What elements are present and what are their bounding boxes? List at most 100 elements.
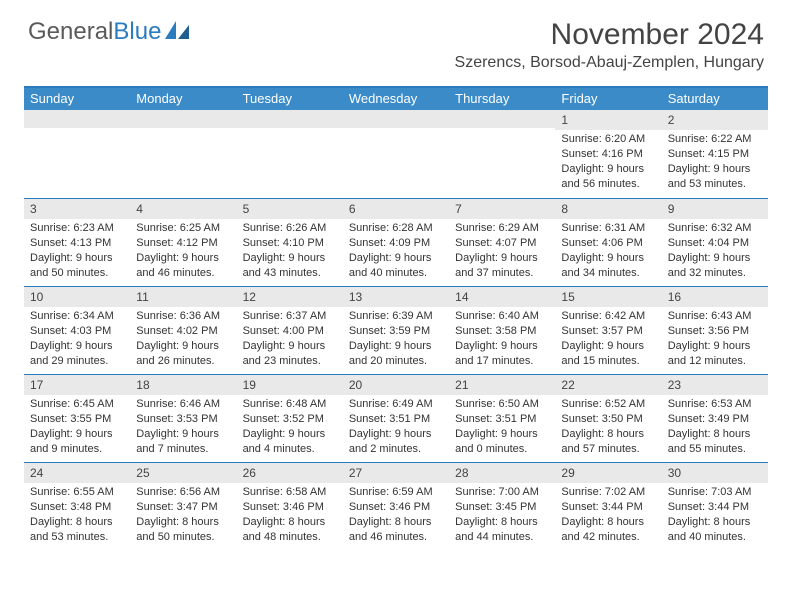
sunrise-line: Sunrise: 6:48 AM bbox=[243, 397, 337, 412]
sunrise-line: Sunrise: 7:00 AM bbox=[455, 485, 549, 500]
calendar-grid: 1Sunrise: 6:20 AMSunset: 4:16 PMDaylight… bbox=[24, 110, 768, 550]
daylight-line: Daylight: 8 hours and 40 minutes. bbox=[668, 515, 762, 545]
day-number: 16 bbox=[662, 287, 768, 307]
day-body: Sunrise: 6:40 AMSunset: 3:58 PMDaylight:… bbox=[449, 307, 555, 372]
day-body: Sunrise: 6:45 AMSunset: 3:55 PMDaylight:… bbox=[24, 395, 130, 460]
daylight-line: Daylight: 8 hours and 46 minutes. bbox=[349, 515, 443, 545]
day-number: 24 bbox=[24, 463, 130, 483]
day-number: 21 bbox=[449, 375, 555, 395]
sunset-line: Sunset: 3:59 PM bbox=[349, 324, 443, 339]
sunset-line: Sunset: 3:47 PM bbox=[136, 500, 230, 515]
location-line: Szerencs, Borsod-Abauj-Zemplen, Hungary bbox=[455, 54, 764, 72]
day-cell bbox=[343, 110, 449, 198]
daylight-line: Daylight: 9 hours and 20 minutes. bbox=[349, 339, 443, 369]
sunset-line: Sunset: 3:51 PM bbox=[455, 412, 549, 427]
day-cell: 20Sunrise: 6:49 AMSunset: 3:51 PMDayligh… bbox=[343, 374, 449, 462]
day-number-empty bbox=[343, 110, 449, 128]
sunset-line: Sunset: 3:53 PM bbox=[136, 412, 230, 427]
day-number: 1 bbox=[555, 110, 661, 130]
sunset-line: Sunset: 3:44 PM bbox=[668, 500, 762, 515]
sunset-line: Sunset: 3:49 PM bbox=[668, 412, 762, 427]
sunset-line: Sunset: 4:02 PM bbox=[136, 324, 230, 339]
day-number: 7 bbox=[449, 199, 555, 219]
day-body: Sunrise: 6:56 AMSunset: 3:47 PMDaylight:… bbox=[130, 483, 236, 548]
day-cell: 4Sunrise: 6:25 AMSunset: 4:12 PMDaylight… bbox=[130, 198, 236, 286]
day-body: Sunrise: 6:58 AMSunset: 3:46 PMDaylight:… bbox=[237, 483, 343, 548]
day-number: 20 bbox=[343, 375, 449, 395]
sunset-line: Sunset: 3:55 PM bbox=[30, 412, 124, 427]
day-body: Sunrise: 6:39 AMSunset: 3:59 PMDaylight:… bbox=[343, 307, 449, 372]
day-body: Sunrise: 6:32 AMSunset: 4:04 PMDaylight:… bbox=[662, 219, 768, 284]
sunrise-line: Sunrise: 6:56 AM bbox=[136, 485, 230, 500]
sunset-line: Sunset: 4:07 PM bbox=[455, 236, 549, 251]
day-body-empty bbox=[24, 128, 130, 188]
weekday-header: Wednesday bbox=[343, 88, 449, 110]
sunrise-line: Sunrise: 6:53 AM bbox=[668, 397, 762, 412]
day-cell: 29Sunrise: 7:02 AMSunset: 3:44 PMDayligh… bbox=[555, 462, 661, 550]
daylight-line: Daylight: 9 hours and 9 minutes. bbox=[30, 427, 124, 457]
daylight-line: Daylight: 9 hours and 4 minutes. bbox=[243, 427, 337, 457]
day-cell: 30Sunrise: 7:03 AMSunset: 3:44 PMDayligh… bbox=[662, 462, 768, 550]
daylight-line: Daylight: 8 hours and 42 minutes. bbox=[561, 515, 655, 545]
day-body: Sunrise: 6:46 AMSunset: 3:53 PMDaylight:… bbox=[130, 395, 236, 460]
day-number: 15 bbox=[555, 287, 661, 307]
sunrise-line: Sunrise: 6:20 AM bbox=[561, 132, 655, 147]
header: GeneralBlue November 2024 Szerencs, Bors… bbox=[0, 0, 792, 80]
day-number: 26 bbox=[237, 463, 343, 483]
weekday-header: Tuesday bbox=[237, 88, 343, 110]
day-cell: 17Sunrise: 6:45 AMSunset: 3:55 PMDayligh… bbox=[24, 374, 130, 462]
sunrise-line: Sunrise: 7:02 AM bbox=[561, 485, 655, 500]
sunset-line: Sunset: 3:46 PM bbox=[349, 500, 443, 515]
day-cell: 16Sunrise: 6:43 AMSunset: 3:56 PMDayligh… bbox=[662, 286, 768, 374]
sunrise-line: Sunrise: 6:45 AM bbox=[30, 397, 124, 412]
day-body-empty bbox=[343, 128, 449, 188]
day-number: 5 bbox=[237, 199, 343, 219]
day-body-empty bbox=[130, 128, 236, 188]
day-body: Sunrise: 6:59 AMSunset: 3:46 PMDaylight:… bbox=[343, 483, 449, 548]
day-cell: 27Sunrise: 6:59 AMSunset: 3:46 PMDayligh… bbox=[343, 462, 449, 550]
sunset-line: Sunset: 3:45 PM bbox=[455, 500, 549, 515]
day-cell bbox=[449, 110, 555, 198]
day-cell: 14Sunrise: 6:40 AMSunset: 3:58 PMDayligh… bbox=[449, 286, 555, 374]
sunrise-line: Sunrise: 6:46 AM bbox=[136, 397, 230, 412]
day-body: Sunrise: 6:20 AMSunset: 4:16 PMDaylight:… bbox=[555, 130, 661, 195]
sunrise-line: Sunrise: 6:49 AM bbox=[349, 397, 443, 412]
sunrise-line: Sunrise: 6:43 AM bbox=[668, 309, 762, 324]
sunset-line: Sunset: 3:50 PM bbox=[561, 412, 655, 427]
sunrise-line: Sunrise: 6:22 AM bbox=[668, 132, 762, 147]
sunset-line: Sunset: 4:04 PM bbox=[668, 236, 762, 251]
day-body: Sunrise: 6:49 AMSunset: 3:51 PMDaylight:… bbox=[343, 395, 449, 460]
day-cell bbox=[24, 110, 130, 198]
day-body: Sunrise: 6:29 AMSunset: 4:07 PMDaylight:… bbox=[449, 219, 555, 284]
day-cell: 19Sunrise: 6:48 AMSunset: 3:52 PMDayligh… bbox=[237, 374, 343, 462]
day-number: 17 bbox=[24, 375, 130, 395]
sunrise-line: Sunrise: 6:55 AM bbox=[30, 485, 124, 500]
sunrise-line: Sunrise: 6:36 AM bbox=[136, 309, 230, 324]
day-body-empty bbox=[237, 128, 343, 188]
day-number: 29 bbox=[555, 463, 661, 483]
title-block: November 2024 Szerencs, Borsod-Abauj-Zem… bbox=[455, 18, 764, 72]
day-cell: 8Sunrise: 6:31 AMSunset: 4:06 PMDaylight… bbox=[555, 198, 661, 286]
day-cell: 21Sunrise: 6:50 AMSunset: 3:51 PMDayligh… bbox=[449, 374, 555, 462]
daylight-line: Daylight: 9 hours and 7 minutes. bbox=[136, 427, 230, 457]
day-cell: 22Sunrise: 6:52 AMSunset: 3:50 PMDayligh… bbox=[555, 374, 661, 462]
daylight-line: Daylight: 9 hours and 50 minutes. bbox=[30, 251, 124, 281]
day-body: Sunrise: 6:23 AMSunset: 4:13 PMDaylight:… bbox=[24, 219, 130, 284]
sunset-line: Sunset: 4:15 PM bbox=[668, 147, 762, 162]
logo-text-part1: General bbox=[28, 18, 113, 45]
day-body: Sunrise: 6:43 AMSunset: 3:56 PMDaylight:… bbox=[662, 307, 768, 372]
sunset-line: Sunset: 4:06 PM bbox=[561, 236, 655, 251]
day-cell: 18Sunrise: 6:46 AMSunset: 3:53 PMDayligh… bbox=[130, 374, 236, 462]
logo-text-part2: Blue bbox=[113, 18, 161, 45]
daylight-line: Daylight: 9 hours and 0 minutes. bbox=[455, 427, 549, 457]
day-number: 22 bbox=[555, 375, 661, 395]
day-cell: 11Sunrise: 6:36 AMSunset: 4:02 PMDayligh… bbox=[130, 286, 236, 374]
day-cell: 5Sunrise: 6:26 AMSunset: 4:10 PMDaylight… bbox=[237, 198, 343, 286]
day-body: Sunrise: 6:37 AMSunset: 4:00 PMDaylight:… bbox=[237, 307, 343, 372]
sunrise-line: Sunrise: 6:26 AM bbox=[243, 221, 337, 236]
sunset-line: Sunset: 4:13 PM bbox=[30, 236, 124, 251]
weekday-header: Sunday bbox=[24, 88, 130, 110]
sunrise-line: Sunrise: 6:29 AM bbox=[455, 221, 549, 236]
sunrise-line: Sunrise: 6:42 AM bbox=[561, 309, 655, 324]
daylight-line: Daylight: 9 hours and 12 minutes. bbox=[668, 339, 762, 369]
